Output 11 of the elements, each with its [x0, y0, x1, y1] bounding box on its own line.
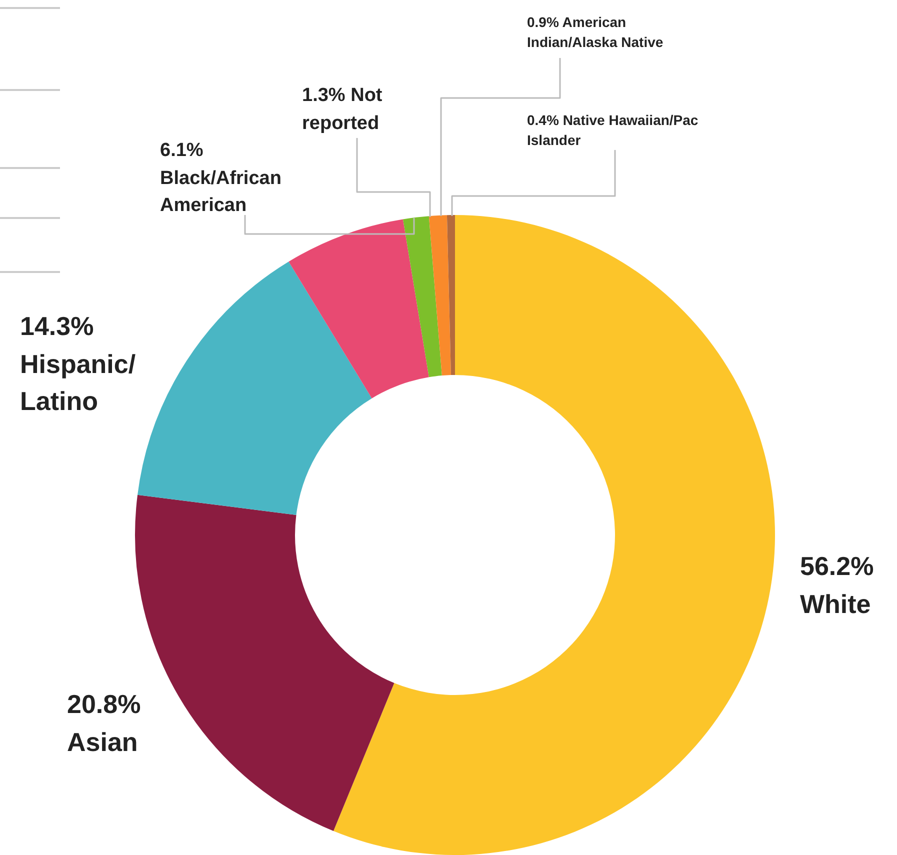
data-label: 56.2%	[800, 551, 874, 581]
category-label: Hispanic/Latino	[20, 348, 136, 416]
slice-label: White	[800, 588, 871, 619]
data-label: 6.1%	[160, 140, 204, 161]
data-label: 1.3%	[302, 85, 346, 106]
data-label: 20.8%	[67, 689, 141, 719]
slice-label: Black/African American	[160, 168, 282, 216]
data-label: 0.4%	[527, 112, 559, 128]
data-label: 14.3%	[20, 311, 94, 341]
slice-label: Asian	[67, 726, 138, 757]
data-label: 0.9%	[527, 14, 559, 30]
